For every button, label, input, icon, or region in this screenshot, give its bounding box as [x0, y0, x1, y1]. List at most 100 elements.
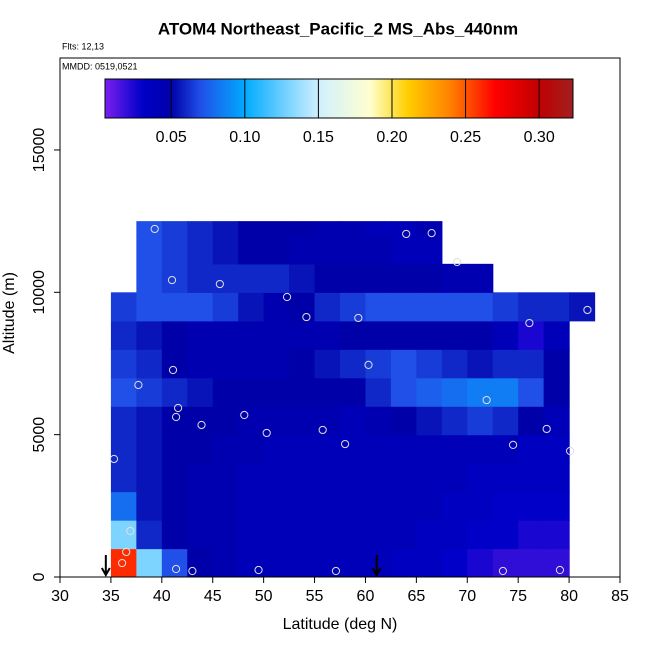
- sample-point: [134, 380, 143, 390]
- heat-cell: [289, 292, 316, 322]
- heat-cell: [518, 548, 545, 577]
- heat-cell: [340, 406, 367, 436]
- y-tick-label: 15000: [31, 128, 48, 173]
- heat-cell: [136, 263, 163, 293]
- sample-point: [262, 428, 271, 438]
- heat-cell: [416, 463, 443, 493]
- heat-cell: [314, 520, 341, 550]
- heat-cell: [365, 349, 392, 379]
- heat-cell: [365, 491, 392, 521]
- heat-cell: [441, 548, 468, 577]
- heat-cell: [543, 548, 570, 577]
- heat-cell: [212, 263, 239, 293]
- heat-cell: [340, 434, 367, 464]
- heat-cell: [263, 377, 290, 407]
- sample-point: [354, 313, 363, 323]
- heat-cell: [340, 377, 367, 407]
- x-tick-label: 30: [51, 588, 69, 605]
- heat-cell: [136, 406, 163, 436]
- heat-cell: [212, 377, 239, 407]
- heat-cell: [263, 263, 290, 293]
- heat-cell: [161, 434, 188, 464]
- heat-cell: [416, 235, 443, 265]
- colorbar-tick-label: 0.05: [156, 129, 187, 146]
- heat-cell: [110, 292, 137, 322]
- heat-cell: [161, 292, 188, 322]
- heat-cell: [212, 406, 239, 436]
- heat-cell: [441, 349, 468, 379]
- heat-cell: [212, 548, 239, 577]
- heat-cell: [110, 406, 137, 436]
- heat-cell: [187, 221, 214, 236]
- heat-cell: [467, 491, 494, 521]
- sample-point: [302, 312, 311, 322]
- heat-cell: [187, 377, 214, 407]
- heat-cell: [263, 406, 290, 436]
- heat-cell: [543, 320, 570, 350]
- heat-cell: [136, 548, 163, 577]
- heat-cell: [289, 349, 316, 379]
- heat-cell: [416, 292, 443, 322]
- heat-cell: [263, 349, 290, 379]
- heat-cell: [390, 377, 417, 407]
- heat-cell: [110, 434, 137, 464]
- heat-cell: [136, 292, 163, 322]
- heat-cell: [365, 320, 392, 350]
- x-tick-label: 70: [458, 588, 476, 605]
- heat-cell: [263, 548, 290, 577]
- heat-cell: [518, 292, 545, 322]
- heat-cell: [314, 463, 341, 493]
- heat-cell: [416, 221, 443, 236]
- heat-cell: [136, 434, 163, 464]
- y-tick-label: 5000: [31, 417, 48, 453]
- heat-cell: [289, 491, 316, 521]
- heat-cell: [161, 349, 188, 379]
- x-tick-label: 80: [560, 588, 578, 605]
- heat-cell: [136, 520, 163, 550]
- heat-cell: [467, 320, 494, 350]
- heat-cell: [518, 491, 545, 521]
- y-tick-label: 10000: [31, 270, 48, 315]
- heat-cell: [467, 263, 494, 293]
- heat-cell: [161, 320, 188, 350]
- heat-cell: [289, 320, 316, 350]
- heat-cell: [365, 520, 392, 550]
- heat-cell: [238, 463, 265, 493]
- heat-cell: [416, 377, 443, 407]
- heat-cell: [390, 221, 417, 236]
- sample-point: [583, 305, 592, 315]
- heat-cell: [187, 406, 214, 436]
- heat-cell: [238, 520, 265, 550]
- heat-cell: [365, 292, 392, 322]
- heat-cell: [238, 548, 265, 577]
- heat-cell: [187, 463, 214, 493]
- heat-cell: [289, 377, 316, 407]
- arrow: [100, 555, 111, 578]
- heat-cell: [187, 434, 214, 464]
- sample-point: [215, 279, 224, 289]
- heat-cell: [390, 235, 417, 265]
- heat-cell: [467, 406, 494, 436]
- sample-point: [525, 318, 534, 328]
- colorbar: [104, 78, 574, 119]
- heat-cell: [340, 520, 367, 550]
- sample-point: [254, 565, 263, 575]
- chart-title: ATOM4 Northeast_Pacific_2 MS_Abs_440nm: [158, 19, 518, 38]
- heat-cell: [492, 548, 519, 577]
- annotation: Flts: 12,13: [62, 41, 104, 51]
- heat-cell: [314, 491, 341, 521]
- heat-cell: [212, 520, 239, 550]
- sample-point: [167, 275, 177, 285]
- heat-cell: [340, 221, 367, 236]
- heat-cell: [314, 292, 341, 322]
- colorbar-tick-label: 0.20: [376, 129, 407, 146]
- heat-cell: [314, 235, 341, 265]
- sample-point: [402, 229, 411, 239]
- colorbar-tick-label: 0.10: [229, 129, 260, 146]
- heat-cell: [416, 548, 443, 577]
- sample-point: [197, 420, 206, 430]
- heat-cell: [314, 221, 341, 236]
- heat-cell: [340, 349, 367, 379]
- heat-cell: [518, 406, 545, 436]
- sample-point: [331, 566, 341, 576]
